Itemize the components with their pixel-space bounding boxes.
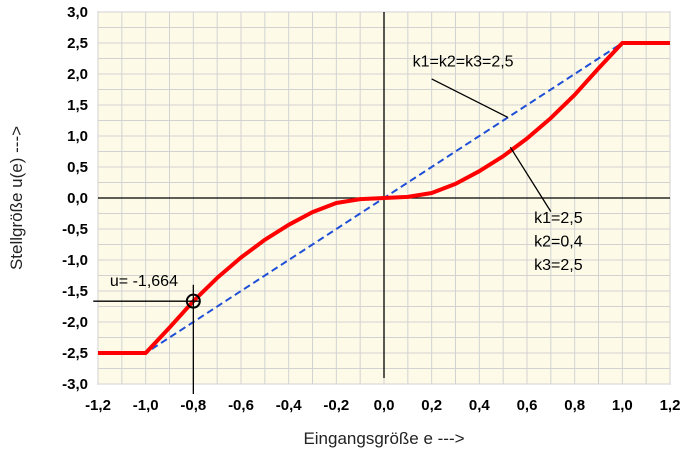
- x-tick-label: 0,4: [469, 397, 491, 414]
- y-tick-label: -2,0: [62, 314, 88, 331]
- y-tick-label: 0,5: [67, 159, 88, 176]
- x-axis-label: Eingangsgröße e --->: [303, 429, 464, 448]
- x-tick-labels: -1,2 -1,0 -0,8 -0,6 -0,4 -0,2 0,0 0,2 0,4 0,6 0,8 1…: [85, 397, 680, 414]
- y-tick-label: -1,0: [62, 252, 88, 269]
- label-nonlinear-param: k3=2,5: [534, 257, 583, 274]
- y-tick-label: 2,0: [67, 66, 88, 83]
- leader-line-linear: [431, 78, 509, 118]
- y-tick-labels: 3,0 2,5 2,0 1,5 1,0 0,5 0,0 -0,5 -1,0 -1,5 -2,0 -2,…: [62, 4, 88, 393]
- leader-line-nonlinear: [509, 146, 552, 212]
- marker-circle: [185, 293, 201, 309]
- label-nonlinear-param: k2=0,4: [534, 233, 583, 250]
- x-tick-label: -0,4: [276, 397, 303, 414]
- x-tick-label: 1,2: [660, 397, 681, 414]
- x-tick-label: 1,0: [612, 397, 633, 414]
- series-line-nonlinear: [98, 41, 670, 355]
- y-tick-label: 3,0: [67, 4, 88, 21]
- x-tick-label: 0,6: [517, 397, 538, 414]
- y-tick-label: -0,5: [62, 221, 88, 238]
- y-tick-label: 1,0: [67, 128, 88, 145]
- x-tick-label: -1,2: [85, 397, 111, 414]
- x-tick-label: -0,2: [323, 397, 349, 414]
- x-tick-label: 0,0: [374, 397, 395, 414]
- y-tick-label: -2,5: [62, 345, 88, 362]
- y-tick-label: 0,0: [67, 190, 88, 207]
- y-tick-label: 1,5: [67, 97, 88, 114]
- x-tick-label: -0,6: [228, 397, 254, 414]
- y-axis-label: Stellgröße u(e) --->: [7, 126, 26, 270]
- x-tick-label: 0,2: [421, 397, 442, 414]
- series-lines: [98, 41, 670, 355]
- annotations: k1=k2=k3=2,5 k1=2,5 k2=0,4 k3=2,5 u= -1,664: [93, 54, 583, 394]
- x-tick-label: -0,8: [180, 397, 206, 414]
- y-tick-label: -3,0: [62, 376, 88, 393]
- label-linear: k1=k2=k3=2,5: [413, 54, 514, 71]
- label-marker-value: u= -1,664: [110, 273, 178, 290]
- x-tick-label: -1,0: [133, 397, 159, 414]
- y-tick-label: 2,5: [67, 35, 88, 52]
- label-nonlinear-param: k1=2,5: [534, 210, 583, 227]
- x-tick-label: 0,8: [564, 397, 585, 414]
- y-tick-label: -1,5: [62, 283, 88, 300]
